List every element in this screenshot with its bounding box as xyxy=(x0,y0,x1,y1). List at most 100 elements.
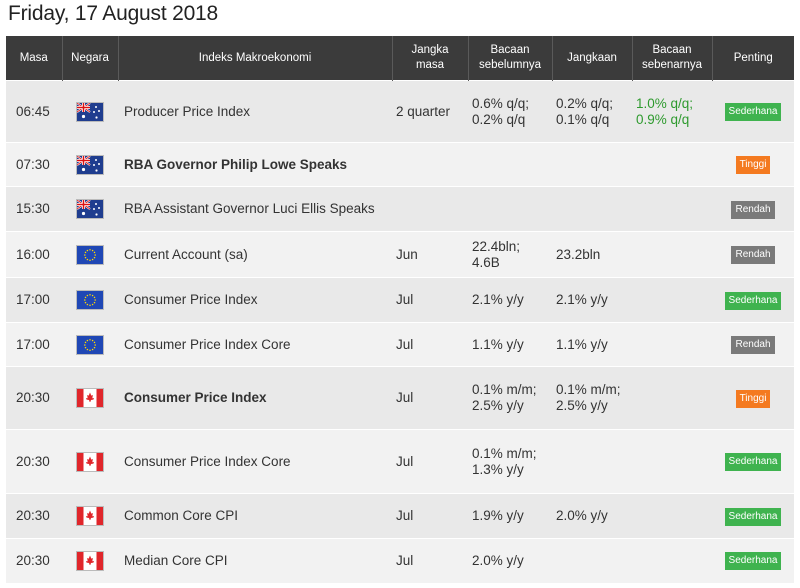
previous-cell: 22.4bln; 4.6B xyxy=(468,231,552,278)
importance-cell: Sederhana xyxy=(712,429,794,494)
eu-flag xyxy=(76,244,104,265)
previous-cell: 1.9% y/y xyxy=(468,493,552,539)
canada-flag xyxy=(76,506,104,526)
importance-badge: Sederhana xyxy=(724,291,782,310)
previous-cell: 0.1% m/m; 1.3% y/y xyxy=(468,429,552,494)
australia-flag xyxy=(76,199,104,219)
table-row[interactable]: 15:30 RBA Assistant Governor Luci Ellis S… xyxy=(6,186,794,232)
table-row[interactable]: 17:00 Consumer Price Index Core Jul 1.1% y/… xyxy=(6,322,794,367)
col-header-actual: Bacaan sebenarnya xyxy=(632,36,713,81)
event-time: 17:00 xyxy=(6,322,62,367)
event-time: 06:45 xyxy=(6,80,62,143)
previous-cell xyxy=(468,186,552,232)
importance-cell: Sederhana xyxy=(712,538,794,583)
importance-badge: Sederhana xyxy=(724,453,782,471)
event-time: 20:30 xyxy=(6,366,62,430)
economic-calendar: Masa Negara Indeks Makroekonomi Jangka ma… xyxy=(6,36,794,583)
importance-badge: Sederhana xyxy=(724,552,782,571)
indicator-name[interactable]: Consumer Price Index Core xyxy=(118,429,392,494)
table-row[interactable]: 20:30 Consumer Price Index Jul 0.1% m/m; 2.… xyxy=(6,366,794,430)
col-header-importance: Penting xyxy=(712,36,794,81)
period-cell: Jun xyxy=(392,231,468,278)
country-flag xyxy=(62,429,118,494)
period-cell: Jul xyxy=(392,493,468,539)
period-cell: Jul xyxy=(392,538,468,583)
actual-cell xyxy=(632,493,712,539)
forecast-cell: 23.2bln xyxy=(552,231,632,278)
event-time: 20:30 xyxy=(6,493,62,539)
period-cell: Jul xyxy=(392,366,468,430)
country-flag xyxy=(62,322,118,367)
importance-cell: Rendah xyxy=(712,186,794,232)
table-row[interactable]: 20:30 Median Core CPI Jul 2.0% y/y Sederhana xyxy=(6,538,794,583)
event-time: 17:00 xyxy=(6,277,62,323)
table-row[interactable]: 17:00 Consumer Price Index Jul 2.1% y/y 2.1%… xyxy=(6,277,794,323)
previous-cell: 1.1% y/y xyxy=(468,322,552,367)
forecast-cell: 2.1% y/y xyxy=(552,277,632,323)
country-flag xyxy=(62,186,118,232)
importance-cell: Sederhana xyxy=(712,277,794,323)
table-row[interactable]: 07:30 RBA Governor Philip Lowe Speaks Ting… xyxy=(6,142,794,187)
indicator-name[interactable]: Consumer Price Index Core xyxy=(118,322,392,367)
calendar-table: Masa Negara Indeks Makroekonomi Jangka ma… xyxy=(6,36,794,583)
forecast-cell xyxy=(552,186,632,232)
forecast-cell xyxy=(552,538,632,583)
importance-badge: Rendah xyxy=(731,246,775,264)
indicator-name[interactable]: RBA Governor Philip Lowe Speaks xyxy=(118,142,392,187)
forecast-cell: 1.1% y/y xyxy=(552,322,632,367)
period-cell: Jul xyxy=(392,429,468,494)
actual-cell xyxy=(632,142,712,187)
importance-badge: Rendah xyxy=(731,336,775,354)
country-flag xyxy=(62,366,118,430)
forecast-cell xyxy=(552,142,632,187)
indicator-name[interactable]: Current Account (sa) xyxy=(118,231,392,278)
indicator-name[interactable]: Producer Price Index xyxy=(118,80,392,143)
indicator-name[interactable]: Consumer Price Index xyxy=(118,366,392,430)
canada-flag xyxy=(76,451,104,472)
indicator-name[interactable]: Common Core CPI xyxy=(118,493,392,539)
col-header-forecast: Jangkaan xyxy=(552,36,633,81)
importance-cell: Sederhana xyxy=(712,493,794,539)
eu-flag xyxy=(76,290,104,310)
importance-cell: Sederhana xyxy=(712,80,794,143)
previous-cell: 2.0% y/y xyxy=(468,538,552,583)
actual-cell xyxy=(632,322,712,367)
importance-badge: Tinggi xyxy=(735,156,771,174)
actual-cell xyxy=(632,538,712,583)
previous-cell: 0.6% q/q; 0.2% q/q xyxy=(468,80,552,143)
importance-cell: Tinggi xyxy=(712,366,794,430)
actual-cell xyxy=(632,429,712,494)
country-flag xyxy=(62,80,118,143)
importance-badge: Rendah xyxy=(731,200,775,219)
importance-badge: Tinggi xyxy=(735,389,771,408)
period-cell: 2 quarter xyxy=(392,80,468,143)
previous-cell: 0.1% m/m; 2.5% y/y xyxy=(468,366,552,430)
col-header-indicator: Indeks Makroekonomi xyxy=(118,36,393,81)
col-header-country: Negara xyxy=(62,36,119,81)
table-row[interactable]: 20:30 Common Core CPI Jul 1.9% y/y 2.0% y/y S… xyxy=(6,493,794,539)
canada-flag xyxy=(76,550,104,571)
importance-cell: Rendah xyxy=(712,322,794,367)
event-time: 07:30 xyxy=(6,142,62,187)
actual-cell xyxy=(632,277,712,323)
period-cell: Jul xyxy=(392,322,468,367)
col-header-previous: Bacaan sebelumnya xyxy=(468,36,553,81)
table-row[interactable]: 20:30 Consumer Price Index Core Jul 0.1% m/… xyxy=(6,429,794,494)
indicator-name[interactable]: RBA Assistant Governor Luci Ellis Speaks xyxy=(118,186,392,232)
forecast-cell xyxy=(552,429,632,494)
period-cell xyxy=(392,186,468,232)
eu-flag xyxy=(76,334,104,355)
importance-badge: Sederhana xyxy=(724,507,782,526)
actual-cell: 1.0% q/q; 0.9% q/q xyxy=(632,80,712,143)
country-flag xyxy=(62,231,118,278)
importance-badge: Sederhana xyxy=(724,103,782,121)
event-time: 20:30 xyxy=(6,538,62,583)
indicator-name[interactable]: Consumer Price Index xyxy=(118,277,392,323)
event-time: 20:30 xyxy=(6,429,62,494)
canada-flag xyxy=(76,388,104,408)
table-row[interactable]: 06:45 Producer Price Index 2 quarter 0.6% q… xyxy=(6,80,794,143)
indicator-name[interactable]: Median Core CPI xyxy=(118,538,392,583)
actual-cell xyxy=(632,231,712,278)
table-row[interactable]: 16:00 Current Account (sa) Jun 22.4bln; 4.6… xyxy=(6,231,794,278)
australia-flag xyxy=(76,154,104,175)
